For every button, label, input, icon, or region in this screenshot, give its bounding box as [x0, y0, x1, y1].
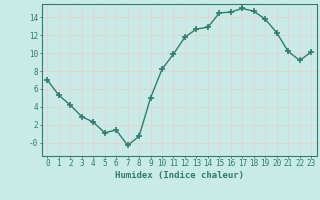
X-axis label: Humidex (Indice chaleur): Humidex (Indice chaleur) [115, 171, 244, 180]
